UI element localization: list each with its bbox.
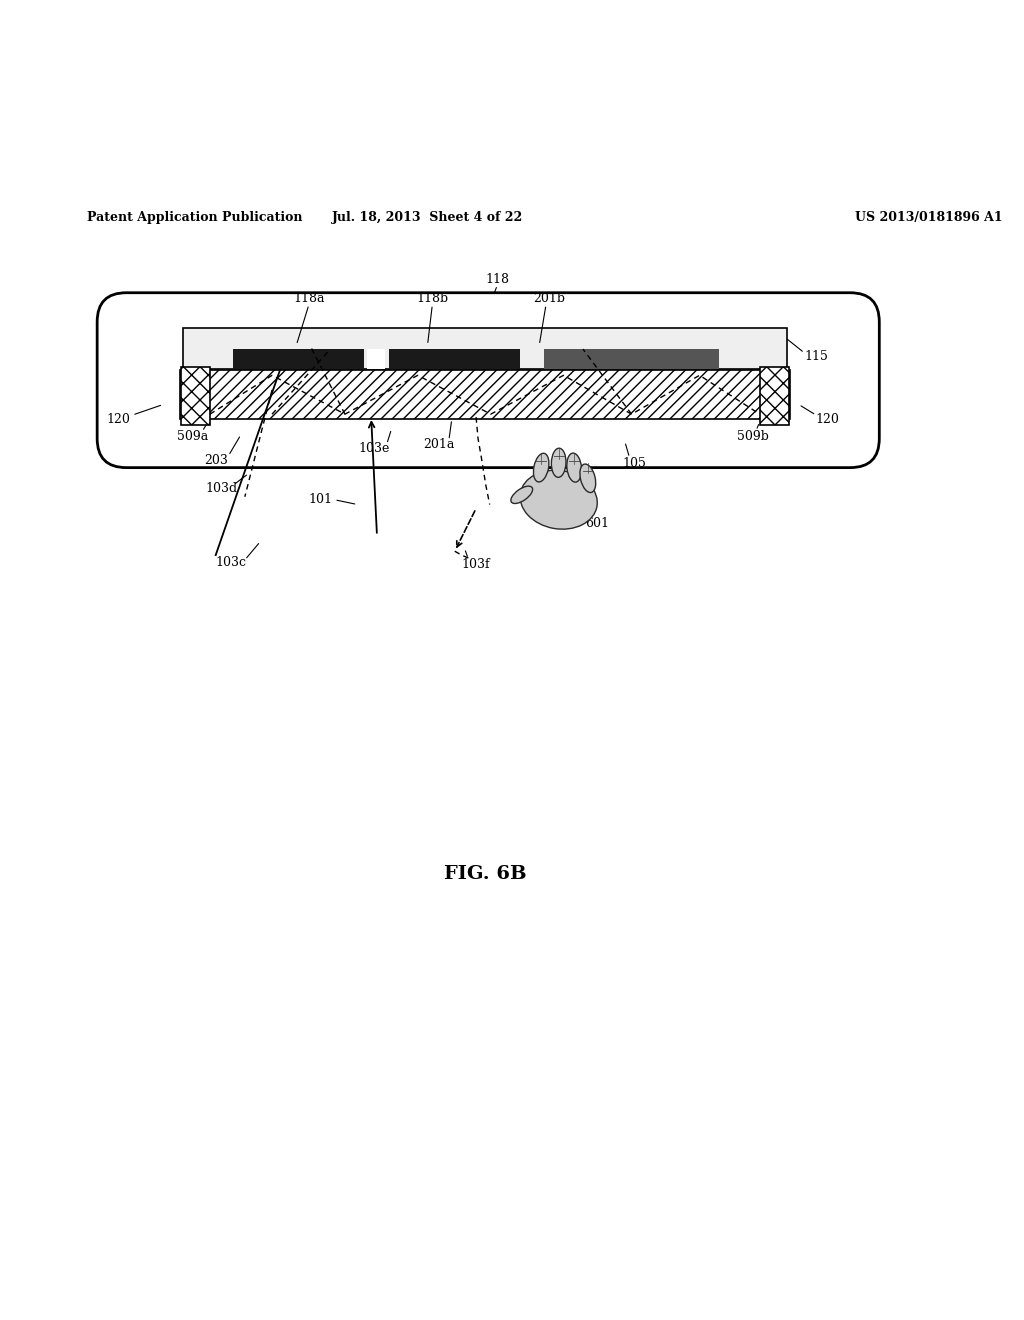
Text: 103e: 103e bbox=[358, 442, 390, 454]
Ellipse shape bbox=[534, 453, 549, 482]
Text: FIG. 6B: FIG. 6B bbox=[444, 865, 527, 883]
Text: 120: 120 bbox=[816, 413, 840, 425]
Text: 120: 120 bbox=[106, 413, 130, 425]
Text: 103d: 103d bbox=[206, 483, 238, 495]
Bar bbox=[233, 348, 365, 368]
Bar bbox=[180, 371, 790, 418]
Ellipse shape bbox=[580, 465, 596, 492]
Text: 201b: 201b bbox=[532, 292, 565, 305]
Text: 105: 105 bbox=[623, 457, 646, 470]
Ellipse shape bbox=[511, 486, 532, 503]
Ellipse shape bbox=[520, 470, 597, 529]
Text: 509b: 509b bbox=[737, 430, 769, 444]
Text: 115: 115 bbox=[804, 350, 828, 363]
FancyBboxPatch shape bbox=[97, 293, 880, 467]
Bar bbox=[182, 327, 787, 368]
Text: 203: 203 bbox=[204, 454, 227, 467]
Ellipse shape bbox=[567, 453, 582, 482]
Text: Patent Application Publication: Patent Application Publication bbox=[87, 211, 303, 224]
Text: 101: 101 bbox=[308, 494, 333, 506]
Text: US 2013/0181896 A1: US 2013/0181896 A1 bbox=[855, 211, 1002, 224]
Ellipse shape bbox=[551, 449, 566, 478]
Text: 601: 601 bbox=[586, 517, 609, 531]
Bar bbox=[389, 348, 520, 368]
Text: 118a: 118a bbox=[293, 292, 325, 305]
Text: Jul. 18, 2013  Sheet 4 of 22: Jul. 18, 2013 Sheet 4 of 22 bbox=[332, 211, 523, 224]
Text: 103c: 103c bbox=[216, 556, 247, 569]
Text: 118: 118 bbox=[485, 273, 510, 285]
Text: 118b: 118b bbox=[417, 292, 449, 305]
Bar bbox=[180, 371, 790, 418]
Bar bbox=[544, 348, 719, 368]
Bar bbox=[760, 367, 788, 425]
Bar bbox=[180, 367, 210, 425]
Text: 509a: 509a bbox=[177, 430, 208, 444]
Bar bbox=[368, 348, 385, 368]
Text: 201a: 201a bbox=[424, 438, 455, 451]
Text: 103f: 103f bbox=[462, 558, 490, 572]
